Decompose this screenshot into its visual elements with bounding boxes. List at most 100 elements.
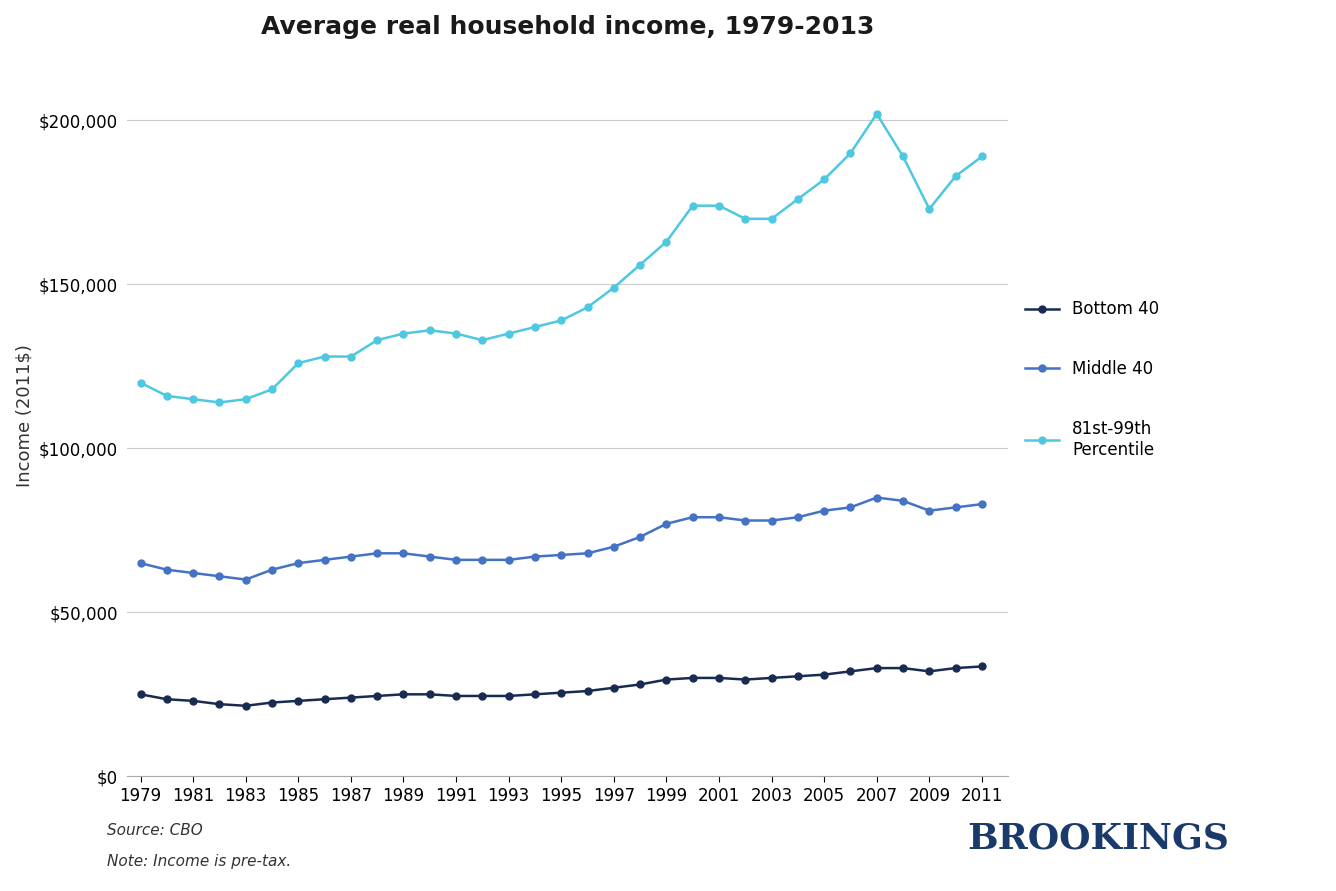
Bottom 40 — [790, 671, 806, 682]
81st-99th
Percentile — [868, 109, 884, 119]
Bottom 40 — [501, 691, 517, 701]
Middle 40 — [159, 564, 175, 575]
Bottom 40 — [422, 689, 438, 699]
Middle 40 — [238, 574, 254, 584]
81st-99th
Percentile — [159, 390, 175, 401]
81st-99th
Percentile — [132, 378, 148, 388]
Text: Note: Income is pre-tax.: Note: Income is pre-tax. — [107, 854, 291, 869]
81st-99th
Percentile — [974, 151, 990, 162]
Middle 40 — [974, 499, 990, 510]
Middle 40 — [369, 548, 385, 559]
81st-99th
Percentile — [580, 302, 596, 313]
Middle 40 — [843, 502, 859, 512]
81st-99th
Percentile — [711, 200, 727, 211]
Middle 40 — [737, 515, 754, 526]
Middle 40 — [895, 495, 911, 506]
Bottom 40 — [605, 683, 621, 693]
Bottom 40 — [448, 691, 464, 701]
Bottom 40 — [737, 674, 754, 685]
Middle 40 — [343, 552, 359, 562]
Bottom 40 — [369, 691, 385, 701]
81st-99th
Percentile — [737, 214, 754, 225]
Bottom 40 — [395, 689, 411, 699]
Middle 40 — [186, 568, 202, 578]
Y-axis label: Income (2011$): Income (2011$) — [15, 344, 33, 487]
Bottom 40 — [132, 689, 148, 699]
Line: Bottom 40: Bottom 40 — [138, 663, 986, 709]
Middle 40 — [501, 554, 517, 565]
Bottom 40 — [816, 669, 832, 680]
81st-99th
Percentile — [843, 148, 859, 159]
81st-99th
Percentile — [790, 193, 806, 204]
Bottom 40 — [526, 689, 542, 699]
Middle 40 — [922, 505, 938, 516]
81st-99th
Percentile — [474, 335, 490, 346]
Bottom 40 — [974, 661, 990, 672]
81st-99th
Percentile — [922, 204, 938, 215]
Bottom 40 — [580, 686, 596, 697]
Bottom 40 — [290, 696, 306, 707]
Middle 40 — [580, 548, 596, 559]
Bottom 40 — [265, 697, 281, 707]
Middle 40 — [605, 542, 621, 552]
Bottom 40 — [895, 663, 911, 674]
Line: Middle 40: Middle 40 — [138, 495, 986, 583]
Bottom 40 — [343, 692, 359, 703]
Bottom 40 — [186, 696, 202, 707]
81st-99th
Percentile — [343, 351, 359, 362]
81st-99th
Percentile — [501, 328, 517, 339]
Middle 40 — [632, 532, 648, 543]
Middle 40 — [395, 548, 411, 559]
Bottom 40 — [868, 663, 884, 674]
Middle 40 — [659, 519, 675, 529]
Line: 81st-99th
Percentile: 81st-99th Percentile — [138, 110, 986, 406]
Middle 40 — [474, 554, 490, 565]
Bottom 40 — [211, 699, 227, 709]
Bottom 40 — [474, 691, 490, 701]
81st-99th
Percentile — [211, 397, 227, 408]
81st-99th
Percentile — [186, 394, 202, 405]
Middle 40 — [553, 550, 569, 560]
Middle 40 — [317, 554, 333, 565]
Bottom 40 — [764, 673, 780, 683]
81st-99th
Percentile — [816, 174, 832, 184]
Bottom 40 — [553, 687, 569, 698]
81st-99th
Percentile — [947, 171, 963, 182]
81st-99th
Percentile — [369, 335, 385, 346]
81st-99th
Percentile — [395, 328, 411, 339]
81st-99th
Percentile — [684, 200, 700, 211]
81st-99th
Percentile — [553, 315, 569, 326]
Middle 40 — [448, 554, 464, 565]
Middle 40 — [684, 512, 700, 523]
Middle 40 — [790, 512, 806, 523]
Middle 40 — [947, 502, 963, 512]
Middle 40 — [290, 558, 306, 568]
Middle 40 — [265, 564, 281, 575]
Text: BROOKINGS: BROOKINGS — [967, 822, 1229, 855]
Bottom 40 — [843, 666, 859, 676]
Bottom 40 — [159, 694, 175, 705]
Bottom 40 — [659, 674, 675, 685]
81st-99th
Percentile — [895, 151, 911, 162]
Middle 40 — [526, 552, 542, 562]
Middle 40 — [711, 512, 727, 523]
81st-99th
Percentile — [448, 328, 464, 339]
Title: Average real household income, 1979-2013: Average real household income, 1979-2013 — [261, 15, 875, 39]
81st-99th
Percentile — [265, 384, 281, 395]
Bottom 40 — [317, 694, 333, 705]
Middle 40 — [816, 505, 832, 516]
Bottom 40 — [922, 666, 938, 676]
81st-99th
Percentile — [290, 358, 306, 369]
Bottom 40 — [711, 673, 727, 683]
Middle 40 — [422, 552, 438, 562]
81st-99th
Percentile — [632, 259, 648, 270]
Bottom 40 — [684, 673, 700, 683]
81st-99th
Percentile — [605, 282, 621, 293]
Middle 40 — [132, 558, 148, 568]
Middle 40 — [868, 492, 884, 503]
Bottom 40 — [947, 663, 963, 674]
Bottom 40 — [238, 700, 254, 711]
81st-99th
Percentile — [317, 351, 333, 362]
81st-99th
Percentile — [238, 394, 254, 405]
81st-99th
Percentile — [422, 325, 438, 336]
